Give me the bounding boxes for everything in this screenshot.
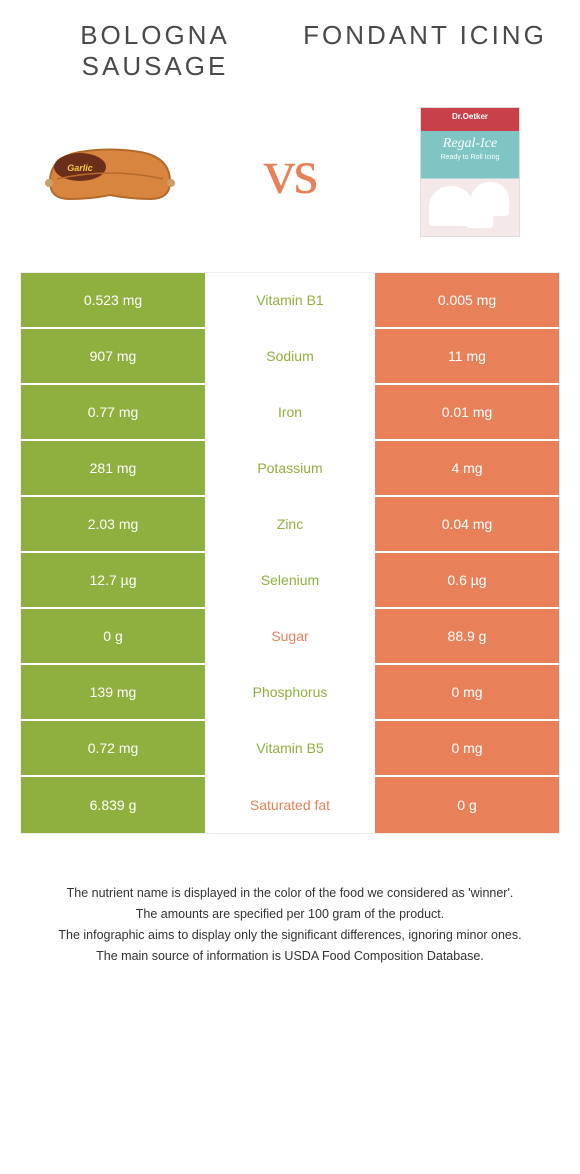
cell-left-value: 2.03 mg bbox=[21, 497, 205, 551]
table-row: 0.523 mgVitamin B10.005 mg bbox=[21, 273, 559, 329]
cell-right-value: 0 mg bbox=[375, 721, 559, 775]
table-row: 0.77 mgIron0.01 mg bbox=[21, 385, 559, 441]
cell-right-value: 0.6 µg bbox=[375, 553, 559, 607]
cell-nutrient-name: Vitamin B5 bbox=[205, 721, 375, 775]
cell-nutrient-name: Selenium bbox=[205, 553, 375, 607]
cell-nutrient-name: Potassium bbox=[205, 441, 375, 495]
cell-right-value: 0.01 mg bbox=[375, 385, 559, 439]
sausage-icon: Garlic bbox=[35, 137, 185, 207]
table-row: 281 mgPotassium4 mg bbox=[21, 441, 559, 497]
cell-right-value: 4 mg bbox=[375, 441, 559, 495]
footer-line-3: The infographic aims to display only the… bbox=[35, 926, 545, 945]
food-left-title: Bologna sausage bbox=[20, 20, 290, 82]
title-left-col: Bologna sausage bbox=[20, 20, 290, 82]
svg-text:Garlic: Garlic bbox=[67, 163, 93, 173]
cell-nutrient-name: Saturated fat bbox=[205, 777, 375, 833]
cell-left-value: 0 g bbox=[21, 609, 205, 663]
table-row: 0 gSugar88.9 g bbox=[21, 609, 559, 665]
cell-right-value: 0 g bbox=[375, 777, 559, 833]
cell-nutrient-name: Zinc bbox=[205, 497, 375, 551]
cell-left-value: 281 mg bbox=[21, 441, 205, 495]
table-row: 139 mgPhosphorus0 mg bbox=[21, 665, 559, 721]
cell-right-value: 11 mg bbox=[375, 329, 559, 383]
icing-name: Regal-Ice bbox=[421, 136, 519, 152]
food-right-image: Dr.Oetker Regal-Ice Ready to Roll Icing bbox=[390, 102, 550, 242]
cell-left-value: 907 mg bbox=[21, 329, 205, 383]
cell-left-value: 0.77 mg bbox=[21, 385, 205, 439]
table-row: 0.72 mgVitamin B50 mg bbox=[21, 721, 559, 777]
cell-right-value: 0.005 mg bbox=[375, 273, 559, 327]
cell-right-value: 0.04 mg bbox=[375, 497, 559, 551]
title-right-col: Fondant icing bbox=[290, 20, 560, 82]
footer-line-1: The nutrient name is displayed in the co… bbox=[35, 884, 545, 903]
vs-row: Garlic vs Dr.Oetker Regal-Ice Ready to R… bbox=[0, 92, 580, 272]
cell-nutrient-name: Sugar bbox=[205, 609, 375, 663]
cell-left-value: 6.839 g bbox=[21, 777, 205, 833]
cell-left-value: 12.7 µg bbox=[21, 553, 205, 607]
table-row: 6.839 gSaturated fat0 g bbox=[21, 777, 559, 833]
vs-label: vs bbox=[264, 135, 317, 209]
table-row: 907 mgSodium11 mg bbox=[21, 329, 559, 385]
table-row: 2.03 mgZinc0.04 mg bbox=[21, 497, 559, 553]
icing-box-icon: Dr.Oetker Regal-Ice Ready to Roll Icing bbox=[420, 107, 520, 237]
footer-notes: The nutrient name is displayed in the co… bbox=[0, 864, 580, 1007]
food-left-image: Garlic bbox=[30, 102, 190, 242]
header: Bologna sausage Fondant icing bbox=[0, 0, 580, 92]
cell-left-value: 0.72 mg bbox=[21, 721, 205, 775]
cell-nutrient-name: Vitamin B1 bbox=[205, 273, 375, 327]
infographic-container: Bologna sausage Fondant icing Garlic vs … bbox=[0, 0, 580, 1007]
footer-line-4: The main source of information is USDA F… bbox=[35, 947, 545, 966]
cell-nutrient-name: Phosphorus bbox=[205, 665, 375, 719]
cell-right-value: 88.9 g bbox=[375, 609, 559, 663]
table-row: 12.7 µgSelenium0.6 µg bbox=[21, 553, 559, 609]
cell-left-value: 0.523 mg bbox=[21, 273, 205, 327]
nutrient-table: 0.523 mgVitamin B10.005 mg907 mgSodium11… bbox=[20, 272, 560, 834]
food-right-title: Fondant icing bbox=[290, 20, 560, 51]
cell-left-value: 139 mg bbox=[21, 665, 205, 719]
footer-line-2: The amounts are specified per 100 gram o… bbox=[35, 905, 545, 924]
cell-nutrient-name: Iron bbox=[205, 385, 375, 439]
cell-right-value: 0 mg bbox=[375, 665, 559, 719]
icing-brand: Dr.Oetker bbox=[446, 111, 494, 122]
cell-nutrient-name: Sodium bbox=[205, 329, 375, 383]
icing-sub: Ready to Roll Icing bbox=[421, 154, 519, 161]
